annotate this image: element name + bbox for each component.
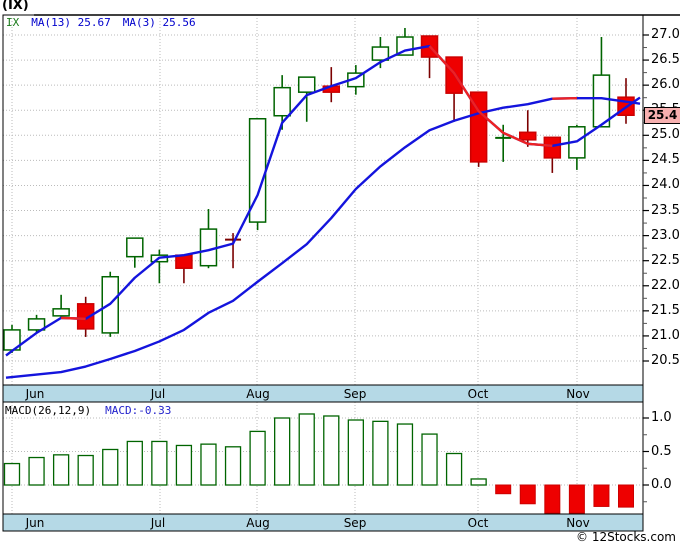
price-axis-label: 26.0 — [651, 77, 680, 93]
macd-bar-positive — [298, 413, 315, 486]
macd-bar-negative — [544, 484, 561, 514]
month-band — [2, 384, 644, 403]
ma3-legend: MA(3) 25.56 — [122, 16, 196, 29]
month-label: Jun — [25, 516, 45, 530]
month-label: Jul — [150, 516, 166, 530]
macd-bar-negative — [519, 484, 536, 505]
indicator-legend: IX MA(13) 25.67 MA(3) 25.56 — [6, 16, 208, 29]
candle-up — [52, 308, 70, 317]
candle-up — [27, 318, 46, 331]
month-label: Nov — [566, 387, 590, 401]
macd-bar-negative — [495, 484, 512, 495]
month-label: Oct — [467, 516, 489, 530]
ma13-line-red-segment — [552, 96, 577, 100]
candle-up — [371, 46, 390, 61]
macd-axis-label: 0.5 — [651, 443, 672, 459]
ma13-line — [5, 96, 641, 379]
macd-plot-border — [2, 401, 644, 515]
ma3-line-red-segment — [61, 316, 86, 321]
main-plot-border — [2, 14, 644, 386]
candle-down — [519, 131, 537, 141]
macd-bar-positive — [323, 415, 340, 486]
chart-title: (IX) — [2, 0, 29, 13]
macd-bar-positive — [274, 417, 291, 486]
month-label: Jul — [150, 387, 166, 401]
macd-bar-positive — [28, 456, 45, 486]
month-label: Nov — [566, 516, 590, 530]
macd-axis-label: 0.0 — [651, 477, 672, 492]
symbol-label: IX — [6, 16, 20, 29]
macd-bar-positive — [126, 440, 143, 486]
month-label: Aug — [246, 387, 270, 401]
macd-bar-positive — [445, 452, 463, 486]
price-axis-label: 25.0 — [651, 127, 680, 143]
ma13-legend: MA(13) 25.67 — [31, 16, 111, 29]
current-price-badge: 25.4 — [644, 107, 680, 125]
month-band — [2, 513, 644, 532]
month-label: Oct — [467, 387, 489, 401]
candle-up — [126, 237, 144, 258]
macd-bar-positive — [421, 433, 438, 486]
price-axis-label: 23.0 — [651, 227, 680, 243]
candle-up — [199, 228, 218, 267]
macd-legend: MACD(26,12,9) MACD:-0.33 — [5, 404, 171, 417]
month-label: Sep — [343, 387, 367, 401]
macd-params-label: MACD(26,12,9) — [5, 404, 92, 417]
macd-bar-positive — [372, 420, 389, 486]
price-axis-label: 24.5 — [651, 152, 680, 168]
price-axis-label: 22.0 — [651, 277, 680, 293]
macd-bar-positive — [151, 440, 168, 486]
price-axis-label: 24.0 — [651, 177, 680, 193]
macd-bar-positive — [249, 430, 266, 486]
month-label: Aug — [246, 516, 270, 530]
candle-down — [543, 136, 562, 159]
ma3-line-red-segment — [428, 45, 553, 148]
macd-bar-positive — [175, 444, 193, 486]
macd-bar-negative — [568, 484, 585, 514]
macd-bar-positive — [200, 443, 217, 486]
macd-bar-negative — [593, 484, 610, 507]
macd-bar-positive — [347, 419, 364, 486]
candle-up — [297, 76, 316, 93]
candle-up — [592, 74, 611, 128]
price-axis-label: 27.0 — [651, 27, 680, 42]
macd-bar-positive — [396, 423, 414, 486]
month-label: Sep — [343, 516, 367, 530]
candle-down — [175, 254, 193, 269]
price-axis-label: 26.5 — [651, 52, 680, 68]
macd-axis-label: 1.0 — [651, 410, 672, 425]
macd-bar-positive — [102, 448, 119, 486]
candle-up — [273, 86, 291, 117]
macd-bar-negative — [618, 484, 634, 508]
macd-bar-positive — [3, 462, 21, 486]
price-axis-label: 20.5 — [651, 353, 680, 368]
macd-bar-positive — [77, 454, 94, 486]
macd-bar-positive — [470, 478, 487, 486]
price-axis-label: 23.5 — [651, 202, 680, 218]
candle-down — [76, 303, 95, 330]
macd-bar-positive — [224, 446, 242, 486]
watermark: © 12Stocks.com — [576, 530, 676, 544]
month-label: Jun — [25, 387, 45, 401]
macd-value-label: MACD:-0.33 — [105, 404, 172, 417]
price-axis-label: 21.0 — [651, 327, 680, 343]
price-axis-label: 22.5 — [651, 252, 680, 268]
candle-down — [469, 91, 488, 163]
macd-bar-positive — [52, 454, 70, 486]
price-axis-label: 21.5 — [651, 302, 680, 318]
